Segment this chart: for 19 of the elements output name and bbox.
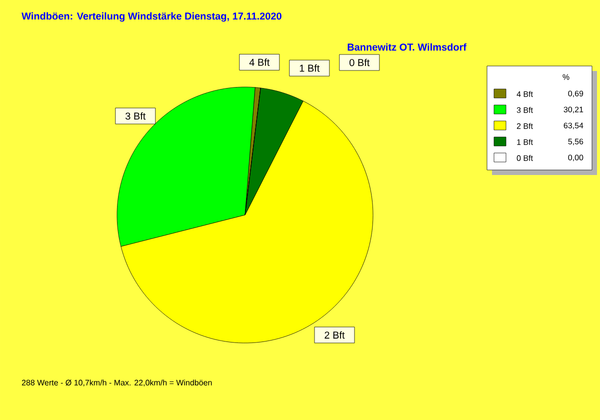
data-label: 63,54 bbox=[564, 122, 584, 130]
text: 288 Werte - Ø 10,7km/h - Max. 22,0km/h = Windböen bbox=[22, 380, 212, 386]
legend-label: 1 Bft bbox=[517, 139, 533, 145]
slice-label: 3 Bft bbox=[126, 112, 146, 120]
legend-label: 0 Bft bbox=[350, 58, 370, 66]
data-label: 30,21 bbox=[564, 106, 584, 114]
slice-label: 4 Bft bbox=[249, 58, 270, 66]
category-label: 0 Bft bbox=[516, 155, 533, 161]
legend-label: 2 Bft bbox=[516, 123, 533, 129]
chart-title: Windböen: Verteilung Windstärke Dienstag, 17.11.2020 bbox=[22, 12, 282, 22]
slice-label: 1 Bft bbox=[300, 64, 320, 72]
legend-label: 4 Bft bbox=[516, 91, 533, 97]
slice-label: 2 Bft bbox=[324, 331, 345, 339]
legend-title: % bbox=[562, 74, 570, 80]
data-label: 5,56 bbox=[568, 138, 584, 146]
chart-subtitle: Bannewitz OT. Wilmsdorf bbox=[348, 43, 467, 51]
text: 0,00 bbox=[568, 154, 584, 162]
data-label: 0,69 bbox=[568, 90, 584, 98]
legend-label: 3 Bft bbox=[516, 107, 533, 113]
